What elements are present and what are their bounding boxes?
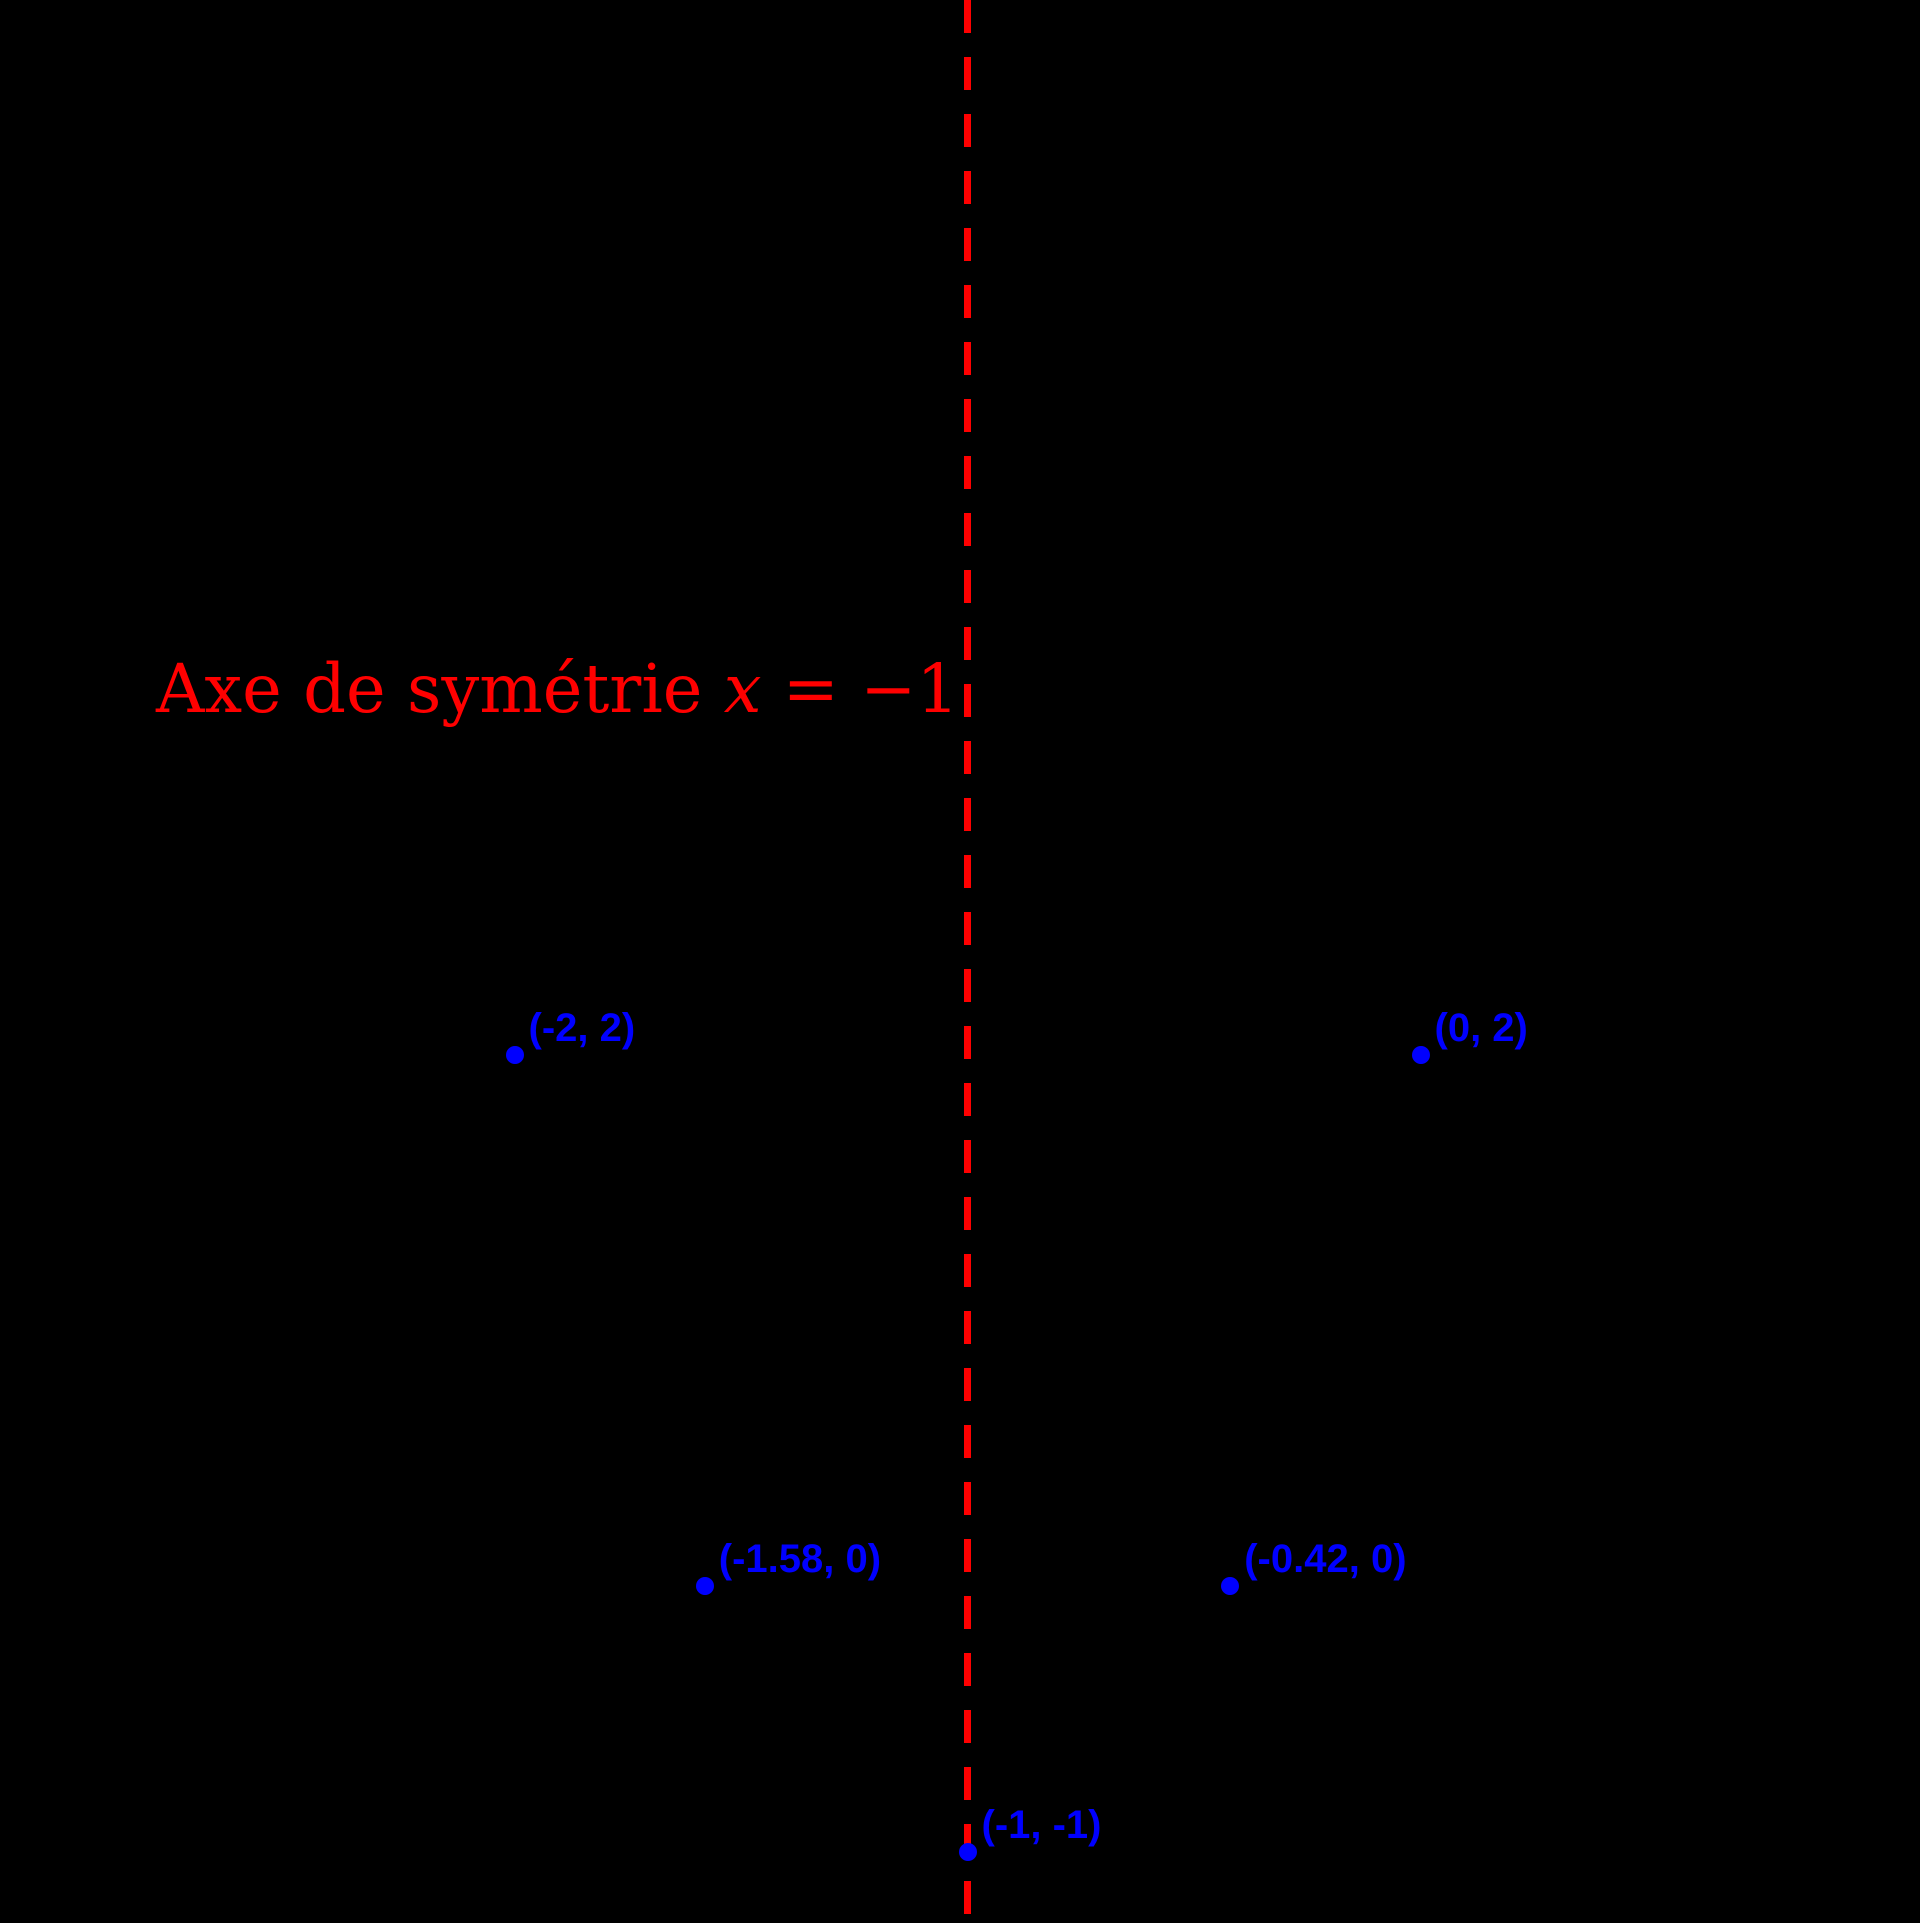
data-point-label: (-1, -1) — [981, 1802, 1102, 1847]
axis-label-variable: x — [723, 650, 762, 728]
data-point-label: (-0.42, 0) — [1244, 1537, 1407, 1581]
data-point — [505, 1046, 524, 1064]
data-point-label: (0, 2) — [1434, 1006, 1528, 1050]
data-point — [695, 1577, 714, 1595]
axis-of-symmetry-label: Axe de symétrie x = −1 — [156, 656, 959, 723]
data-point-label: (-2, 2) — [528, 1006, 636, 1050]
axis-label-equation: = −1 — [761, 650, 959, 728]
axis-label-prefix: Axe de symétrie — [156, 650, 724, 728]
data-point — [1411, 1046, 1430, 1064]
data-point-label: (-1.58, 0) — [718, 1537, 882, 1581]
data-point — [958, 1842, 977, 1861]
axis-of-symmetry-line — [964, 0, 971, 1923]
data-point — [1221, 1577, 1240, 1595]
